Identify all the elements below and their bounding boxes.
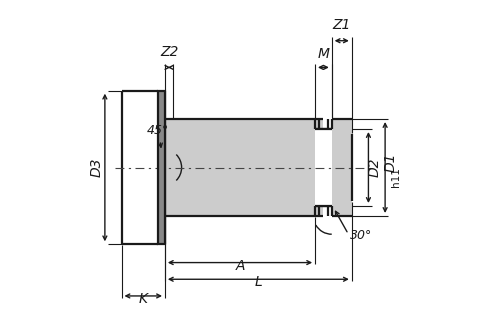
Text: Z2: Z2 [160, 45, 178, 59]
Text: 30°: 30° [350, 229, 372, 243]
Bar [165, 119, 324, 216]
Text: L: L [254, 275, 262, 289]
Text: K: K [138, 292, 148, 306]
Text: A: A [235, 259, 244, 273]
Text: D2: D2 [368, 158, 382, 177]
Text: D1: D1 [384, 153, 398, 172]
Text: M: M [318, 47, 330, 61]
Bar [315, 129, 332, 206]
Text: 45°: 45° [147, 125, 170, 137]
Text: D3: D3 [90, 158, 104, 177]
Bar [332, 119, 352, 216]
Text: Z1: Z1 [332, 18, 351, 32]
Text: h11: h11 [391, 168, 401, 188]
Bar [158, 91, 165, 244]
